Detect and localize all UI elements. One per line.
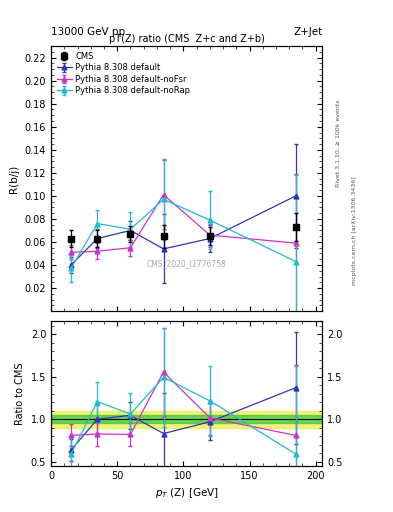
Text: Z+Jet: Z+Jet xyxy=(293,27,322,37)
Bar xyxy=(51,411,322,428)
Bar xyxy=(51,415,322,423)
Y-axis label: R(b/j): R(b/j) xyxy=(9,164,19,193)
Text: CMS_2020_I1776758: CMS_2020_I1776758 xyxy=(147,259,226,268)
Text: Rivet 3.1.10, ≥ 100k events: Rivet 3.1.10, ≥ 100k events xyxy=(336,99,341,187)
Text: 13000 GeV pp: 13000 GeV pp xyxy=(51,27,125,37)
Y-axis label: Ratio to CMS: Ratio to CMS xyxy=(15,362,25,425)
Text: mcplots.cern.ch [arXiv:1306.3436]: mcplots.cern.ch [arXiv:1306.3436] xyxy=(352,176,357,285)
X-axis label: $p_T$ (Z) [GeV]: $p_T$ (Z) [GeV] xyxy=(155,486,219,500)
Legend: CMS, Pythia 8.308 default, Pythia 8.308 default-noFsr, Pythia 8.308 default-noRa: CMS, Pythia 8.308 default, Pythia 8.308 … xyxy=(55,50,192,97)
Title: pT(Z) ratio (CMS  Z+c and Z+b): pT(Z) ratio (CMS Z+c and Z+b) xyxy=(109,34,264,44)
